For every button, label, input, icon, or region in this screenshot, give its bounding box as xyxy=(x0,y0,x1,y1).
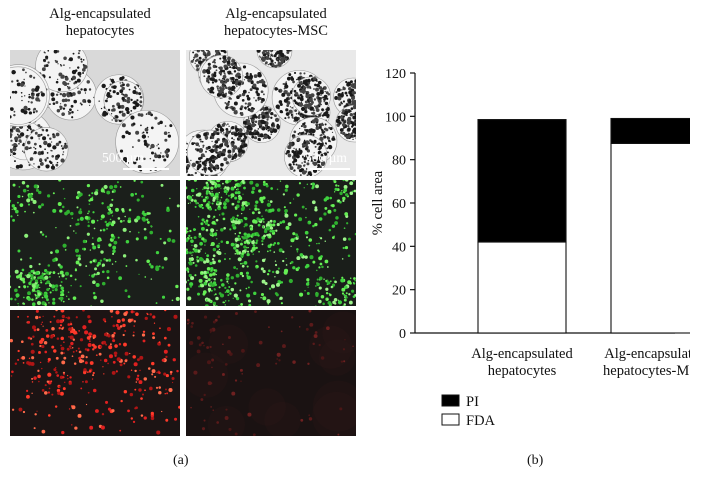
scale-bar xyxy=(310,168,350,170)
micrograph-fda-hepatocytes xyxy=(10,180,180,306)
legend-swatch-pi xyxy=(441,394,460,407)
legend-swatch-fda xyxy=(441,413,460,426)
bar-fda-0 xyxy=(477,241,567,334)
column-title-hepatocytes: Alg-encapsulated hepatocytes xyxy=(10,6,190,40)
scale-bar-label: 500 µm xyxy=(305,150,347,165)
column-title-line-2: hepatocytes-MSC xyxy=(224,23,328,39)
bar-pi-1 xyxy=(610,117,690,144)
legend-label-pi: PI xyxy=(466,394,479,410)
column-title-line-1: Alg-encapsulated xyxy=(49,6,151,22)
bar-fda-1 xyxy=(610,142,690,334)
panel-label-a: (a) xyxy=(173,453,189,468)
micrograph-fda-hepatocytes-msc xyxy=(186,180,356,306)
y-tick-label: 20 xyxy=(392,284,406,299)
micrograph-brightfield-hepatocytes xyxy=(10,50,180,176)
column-title-line-2: hepatocytes xyxy=(65,23,135,39)
y-tick-label: 80 xyxy=(392,154,406,169)
y-tick-label: 100 xyxy=(385,110,406,125)
scale-bar xyxy=(123,168,169,170)
y-axis-label: % cell area xyxy=(370,170,386,235)
bar-pi-0 xyxy=(477,119,567,243)
y-tick-label: 60 xyxy=(392,197,406,212)
scale-bar-label: 500 µm xyxy=(102,150,144,165)
y-tick-label: 0 xyxy=(399,327,406,342)
y-tick-label: 120 xyxy=(385,67,406,82)
x-category-label: hepatocytes-MSC xyxy=(603,363,690,379)
micrograph-pi-hepatocytes-msc xyxy=(186,310,356,436)
micrograph-brightfield-hepatocytes-msc xyxy=(186,50,356,176)
column-title-hepatocytes-msc: Alg-encapsulated hepatocytes-MSC xyxy=(186,6,366,40)
micrograph-pi-hepatocytes xyxy=(10,310,180,436)
x-category-label: Alg-encapsulated xyxy=(604,346,690,362)
column-title-line-1: Alg-encapsulated xyxy=(225,6,327,22)
y-tick-label: 40 xyxy=(392,240,406,255)
panel-label-b: (b) xyxy=(527,453,544,468)
x-category-label: hepatocytes xyxy=(488,363,557,379)
stacked-bar-chart: 0 20 40 60 80 100 120 % cell area Alg-encapsulat… xyxy=(370,67,690,429)
legend-label-fda: FDA xyxy=(466,413,496,429)
x-category-label: Alg-encapsulated xyxy=(471,346,573,362)
